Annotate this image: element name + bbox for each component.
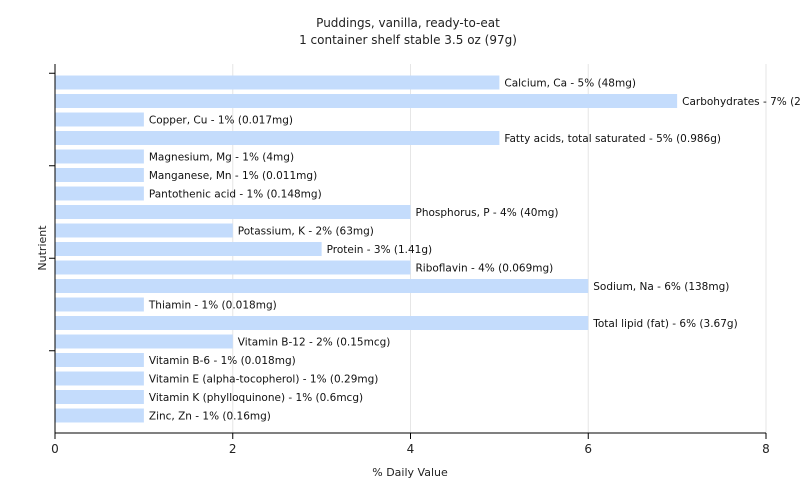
bar-label: Copper, Cu - 1% (0.017mg): [149, 115, 293, 127]
bar: [55, 94, 677, 108]
bar: [55, 168, 144, 182]
chart-title: Puddings, vanilla, ready-to-eat: [316, 16, 500, 30]
bar: [55, 409, 144, 423]
bar: [55, 372, 144, 386]
bar: [55, 131, 499, 145]
bar: [55, 187, 144, 201]
bar-label: Protein - 3% (1.41g): [327, 244, 433, 256]
bar-label: Magnesium, Mg - 1% (4mg): [149, 152, 294, 164]
bar: [55, 242, 322, 256]
x-tick-label: 6: [584, 442, 592, 456]
x-tick-label: 4: [407, 442, 415, 456]
x-ticks: 0 2 4 6 8: [51, 433, 770, 456]
bar: [55, 261, 411, 275]
bar-label: Vitamin B-12 - 2% (0.15mcg): [238, 337, 391, 349]
bar-label: Fatty acids, total saturated - 5% (0.986…: [504, 133, 721, 145]
bar-label: Carbohydrates - 7% (21.92g): [682, 96, 800, 108]
bar: [55, 335, 233, 349]
bar-label: Riboflavin - 4% (0.069mg): [416, 263, 554, 275]
bar-label: Vitamin E (alpha-tocopherol) - 1% (0.29m…: [149, 374, 379, 386]
y-axis-title: Nutrient: [36, 225, 49, 271]
bar-label: Thiamin - 1% (0.018mg): [148, 300, 277, 312]
bar: [55, 205, 411, 219]
bar-label: Vitamin B-6 - 1% (0.018mg): [149, 355, 296, 367]
x-axis-title: % Daily Value: [372, 466, 448, 479]
bar: [55, 316, 588, 330]
bar-label: Sodium, Na - 6% (138mg): [593, 281, 729, 293]
bar: [55, 76, 499, 90]
bar-label: Manganese, Mn - 1% (0.011mg): [149, 170, 317, 182]
bar: [55, 390, 144, 404]
bar-label: Zinc, Zn - 1% (0.16mg): [149, 411, 271, 423]
bar-label: Vitamin K (phylloquinone) - 1% (0.6mcg): [149, 392, 363, 404]
x-tick-label: 8: [762, 442, 770, 456]
x-tick-label: 0: [51, 442, 59, 456]
bar: [55, 113, 144, 127]
bar: [55, 298, 144, 312]
bar: [55, 353, 144, 367]
chart-subtitle: 1 container shelf stable 3.5 oz (97g): [299, 33, 517, 47]
bar: [55, 150, 144, 164]
bar-label: Pantothenic acid - 1% (0.148mg): [149, 189, 322, 201]
x-tick-label: 2: [229, 442, 237, 456]
bar: [55, 279, 588, 293]
bar-label: Total lipid (fat) - 6% (3.67g): [592, 318, 737, 330]
bar-label: Potassium, K - 2% (63mg): [238, 226, 374, 238]
bar-label: Phosphorus, P - 4% (40mg): [416, 207, 559, 219]
bar-label: Calcium, Ca - 5% (48mg): [504, 78, 636, 90]
bar: [55, 224, 233, 238]
